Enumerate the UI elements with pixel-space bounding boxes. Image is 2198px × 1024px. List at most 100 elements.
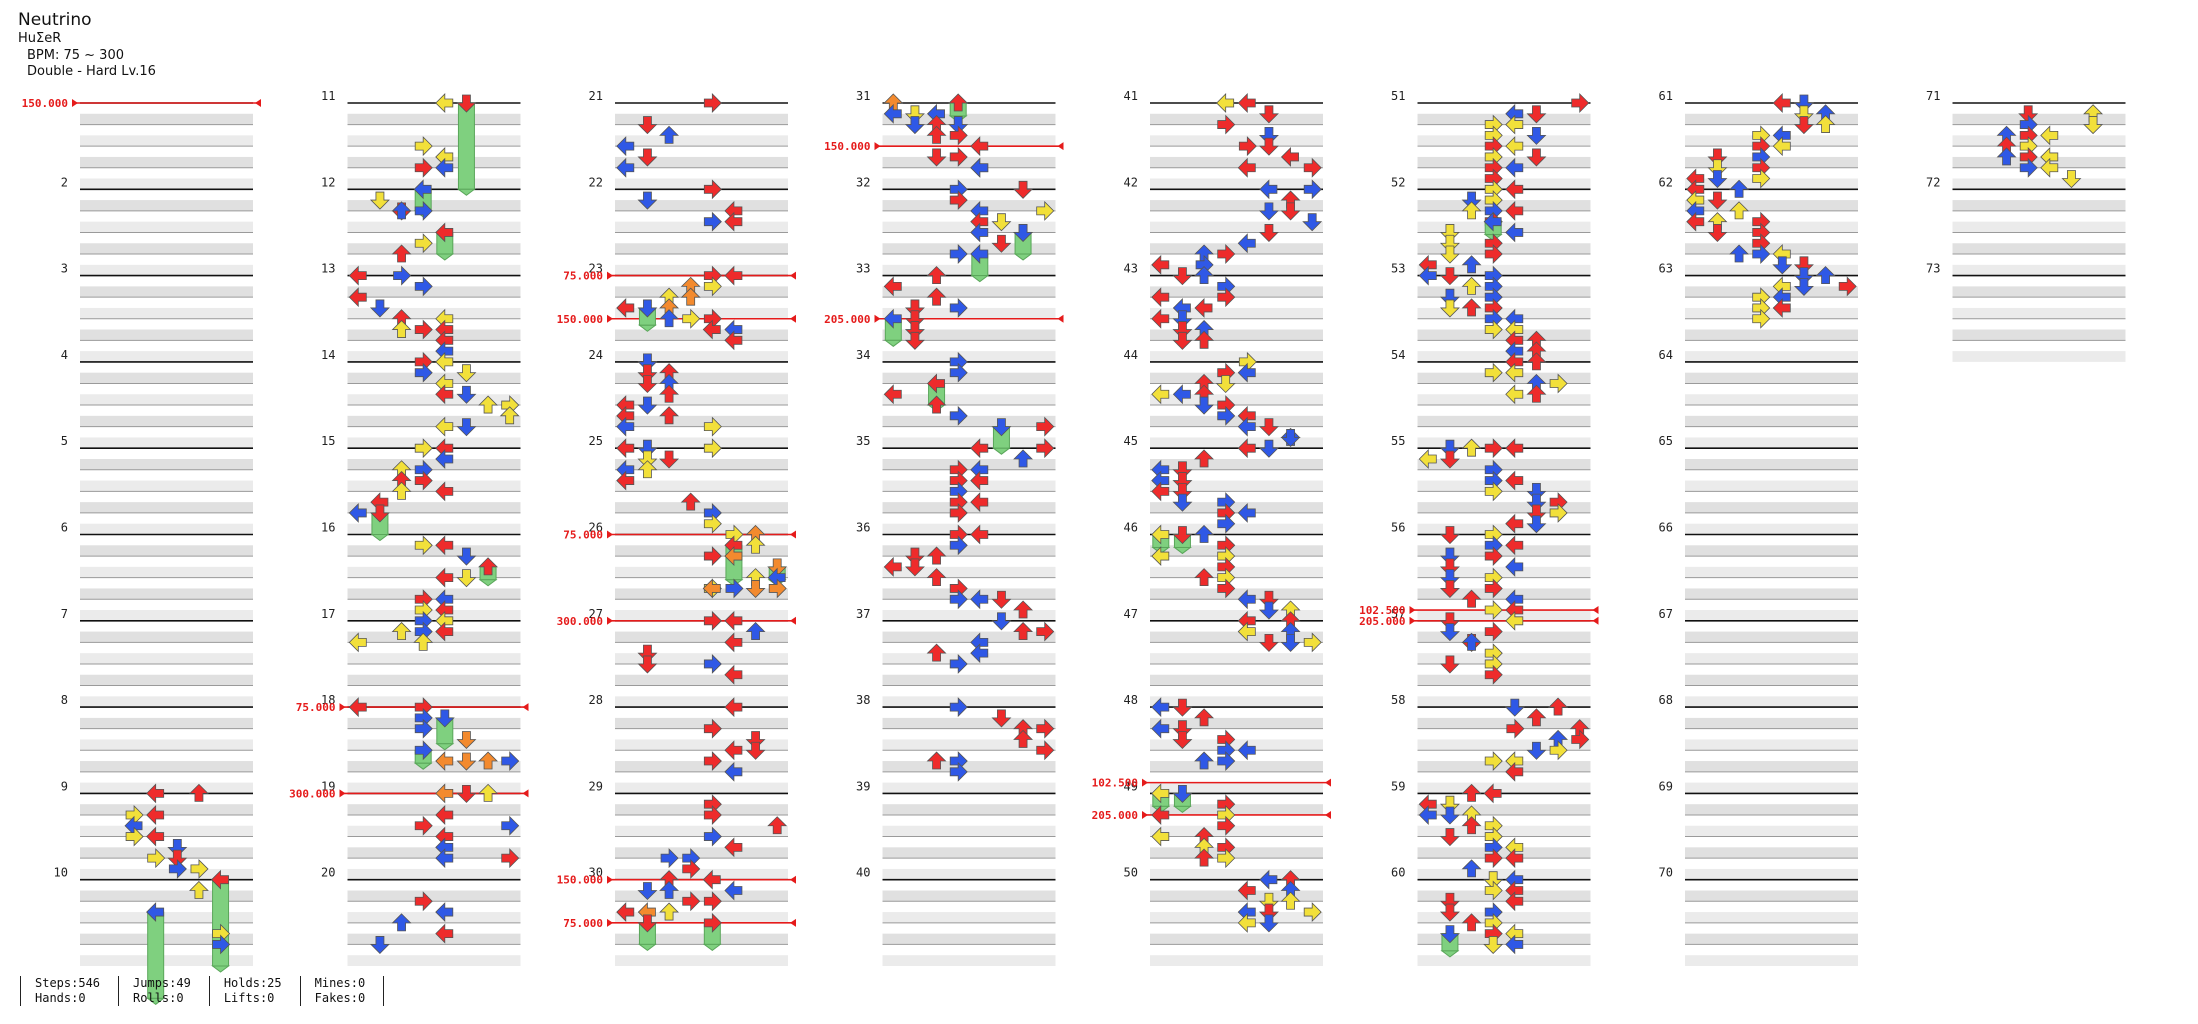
step-arrow-down [1439,439,1460,458]
beat-band [80,804,253,815]
beat-band [347,782,521,794]
beat-band [615,329,788,341]
step-arrow-left [724,664,743,685]
beat-band [347,178,521,190]
step-arrow-right [949,362,968,383]
beat-band [80,566,253,578]
beat-band [347,739,521,751]
measure-number: 46 [1124,521,1138,535]
measure-number: 66 [1659,521,1673,535]
step-arrow-left [1505,556,1524,577]
step-arrow-up [1526,352,1547,371]
step-arrow-down [456,752,477,771]
step-arrow-down [1302,213,1323,232]
step-arrow-left [1505,934,1524,955]
step-arrow-right [501,815,520,836]
beat-band [1685,782,1858,794]
beat-band [1150,156,1323,168]
beat-band [882,394,1056,406]
step-arrow-right [1217,513,1236,534]
step-arrow-left [1151,384,1170,405]
step-arrow-down [1483,936,1504,954]
beat-band [1417,243,1591,255]
step-arrow-up [1194,568,1215,587]
step-arrow-right [414,740,433,761]
step-arrow-down [1172,321,1193,340]
step-arrow-left [435,222,454,243]
beat-band [615,653,788,664]
beat-band [80,825,253,837]
step-arrow-left [702,578,721,599]
step-arrow-down [904,299,925,318]
step-arrow-right [168,858,187,879]
step-arrow-down [1439,547,1460,566]
step-arrow-down [456,731,477,750]
step-arrow-right [703,179,722,200]
beat-band [1685,113,1858,125]
step-arrow-down [637,353,658,372]
step-arrow-up [659,309,680,328]
beat-band [347,955,521,966]
beat-band [882,243,1056,255]
bpm-marker-right [1592,606,1599,615]
beat-band [347,912,521,923]
step-arrow-right [1838,276,1857,297]
measure-number: 51 [1391,89,1405,103]
beat-band [615,761,788,772]
song-header: Neutrino HuΣeR BPM: 75 ~ 300 Double - Ha… [18,10,156,80]
step-arrow-down [1172,267,1193,286]
beat-band [615,825,788,837]
step-arrow-right [1217,751,1236,772]
step-arrow-up [926,266,947,285]
step-arrow-up [1194,708,1215,727]
measure-number: 59 [1391,779,1405,793]
step-arrow-down [637,299,658,318]
bpm-marker-left [1409,606,1416,615]
measure-number: 30 [589,866,603,880]
step-arrow-down [456,569,477,588]
step-arrow-down [1439,903,1460,922]
measure-number: 63 [1659,262,1673,276]
beat-band [347,458,521,470]
beat-band [882,200,1056,211]
bpm-range: BPM: 75 ~ 300 [27,47,124,63]
beat-band [347,156,521,168]
step-arrow-left [435,923,454,944]
step-arrow-left [724,761,743,782]
step-arrow-left [435,416,454,437]
beat-band [80,264,253,276]
beat-band [347,653,521,664]
beat-band [615,782,788,794]
beat-band [882,286,1056,298]
step-arrow-down [1793,105,1814,124]
beat-band [347,286,521,298]
beat-band [882,458,1056,470]
beat-band [1417,307,1591,319]
step-arrow-left [724,610,743,631]
step-arrow-right [682,858,701,879]
step-arrow-left [970,157,989,178]
stat-group-jumps: Jumps:49 Rolls:0 [118,976,209,1006]
step-arrow-down [456,547,477,566]
beat-band [80,955,253,966]
step-arrow-up [1280,891,1301,910]
step-arrow-up [926,395,947,414]
beat-band [1685,566,1858,578]
hold-tail [435,743,455,751]
measure-number: 20 [321,866,335,880]
step-arrow-down [1258,105,1279,124]
step-arrow-down [745,741,766,760]
bpm-change-label: 150.000 [22,97,68,110]
step-arrow-down [1793,94,1814,113]
stat-steps: Steps:546 [35,976,101,990]
beat-band [1685,394,1858,406]
beat-band [80,847,253,859]
step-arrow-left [1772,93,1791,113]
beat-band [80,458,253,470]
beat-band [1685,221,1858,233]
step-arrow-right [414,136,433,157]
step-arrow-up [1461,298,1482,317]
beat-band [615,480,788,492]
measure-number: 3 [61,262,68,276]
beat-band [80,890,253,902]
